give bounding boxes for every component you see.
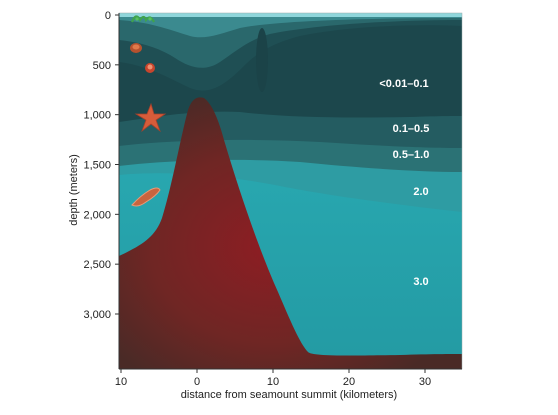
y-axis: depth (meters) 0 500 1,000 1,500 2,000 2,500 3… bbox=[68, 10, 120, 369]
zone-label-0-1: 0.1–0.5 bbox=[393, 123, 430, 135]
zone-label-3: 3.0 bbox=[413, 276, 428, 288]
sponge-icon bbox=[130, 43, 142, 53]
zone-label-min: <0.01–0.1 bbox=[379, 78, 428, 90]
x-axis: distance from seamount summit (kilometer… bbox=[115, 368, 462, 401]
zone-label-2: 2.0 bbox=[413, 186, 428, 198]
y-tick-label: 500 bbox=[93, 60, 111, 72]
y-tick-label: 2,500 bbox=[83, 259, 111, 271]
surface-wave bbox=[119, 13, 462, 38]
x-tick-label: 10 bbox=[115, 376, 127, 388]
x-axis-title: distance from seamount summit (kilometer… bbox=[181, 389, 397, 401]
sea-surface bbox=[119, 13, 462, 17]
y-tick-label: 2,000 bbox=[83, 209, 111, 221]
seamount bbox=[119, 97, 462, 369]
y-tick-label: 1,000 bbox=[83, 110, 111, 122]
zone-label-0-5: 0.5–1.0 bbox=[393, 149, 430, 161]
y-tick-label: 1,500 bbox=[83, 160, 111, 172]
seaweed-icon bbox=[130, 15, 155, 23]
eddy-lobe bbox=[256, 28, 268, 92]
x-tick-label: 10 bbox=[267, 376, 279, 388]
zone-labels: <0.01–0.1 0.1–0.5 0.5–1.0 2.0 3.0 bbox=[379, 78, 429, 288]
coral-icon bbox=[145, 63, 155, 73]
y-axis-title: depth (meters) bbox=[68, 154, 80, 226]
sea-cucumber-icon bbox=[131, 187, 161, 207]
x-tick-label: 0 bbox=[194, 376, 200, 388]
starfish-icon bbox=[134, 102, 167, 133]
organisms bbox=[130, 15, 167, 207]
y-tick-label: 0 bbox=[105, 10, 111, 22]
x-tick-label: 20 bbox=[343, 376, 355, 388]
ocean-layers bbox=[119, 13, 462, 369]
y-tick-label: 3,000 bbox=[83, 309, 111, 321]
x-tick-label: 30 bbox=[419, 376, 431, 388]
